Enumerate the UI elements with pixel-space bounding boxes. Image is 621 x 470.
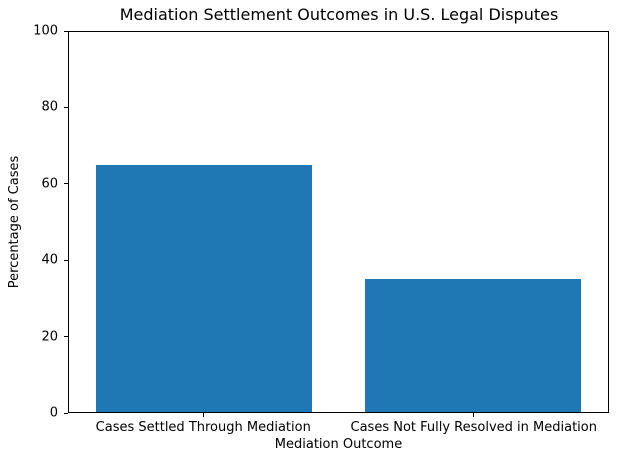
- y-tick-mark: [64, 259, 68, 261]
- x-tick-label: Cases Settled Through Mediation: [95, 420, 311, 435]
- y-tick-label: 100: [33, 23, 58, 39]
- bars-layer: [69, 32, 608, 412]
- x-tick-mark: [473, 413, 475, 417]
- y-tick-label: 80: [41, 99, 58, 115]
- y-axis: 0 20 40 60 80 100: [0, 25, 68, 420]
- x-axis: Cases Settled Through Mediation Cases Not…: [68, 413, 609, 453]
- y-tick-mark: [64, 106, 68, 108]
- x-tick-label: Cases Not Fully Resolved in Mediation: [350, 420, 597, 435]
- x-axis-label: Mediation Outcome: [274, 437, 403, 452]
- chart-title: Mediation Settlement Outcomes in U.S. Le…: [119, 5, 559, 24]
- y-tick-mark: [64, 30, 68, 32]
- y-tick-label: 20: [41, 329, 58, 345]
- y-tick-mark: [64, 336, 68, 338]
- bar: [95, 165, 312, 412]
- y-tick-mark: [64, 412, 68, 414]
- y-tick-mark: [64, 183, 68, 185]
- plot-area: [68, 31, 609, 413]
- x-tick-mark: [202, 413, 204, 417]
- y-tick-label: 60: [41, 176, 58, 192]
- y-tick-label: 40: [41, 252, 58, 268]
- y-tick-label: 0: [49, 405, 58, 421]
- bar: [365, 279, 582, 412]
